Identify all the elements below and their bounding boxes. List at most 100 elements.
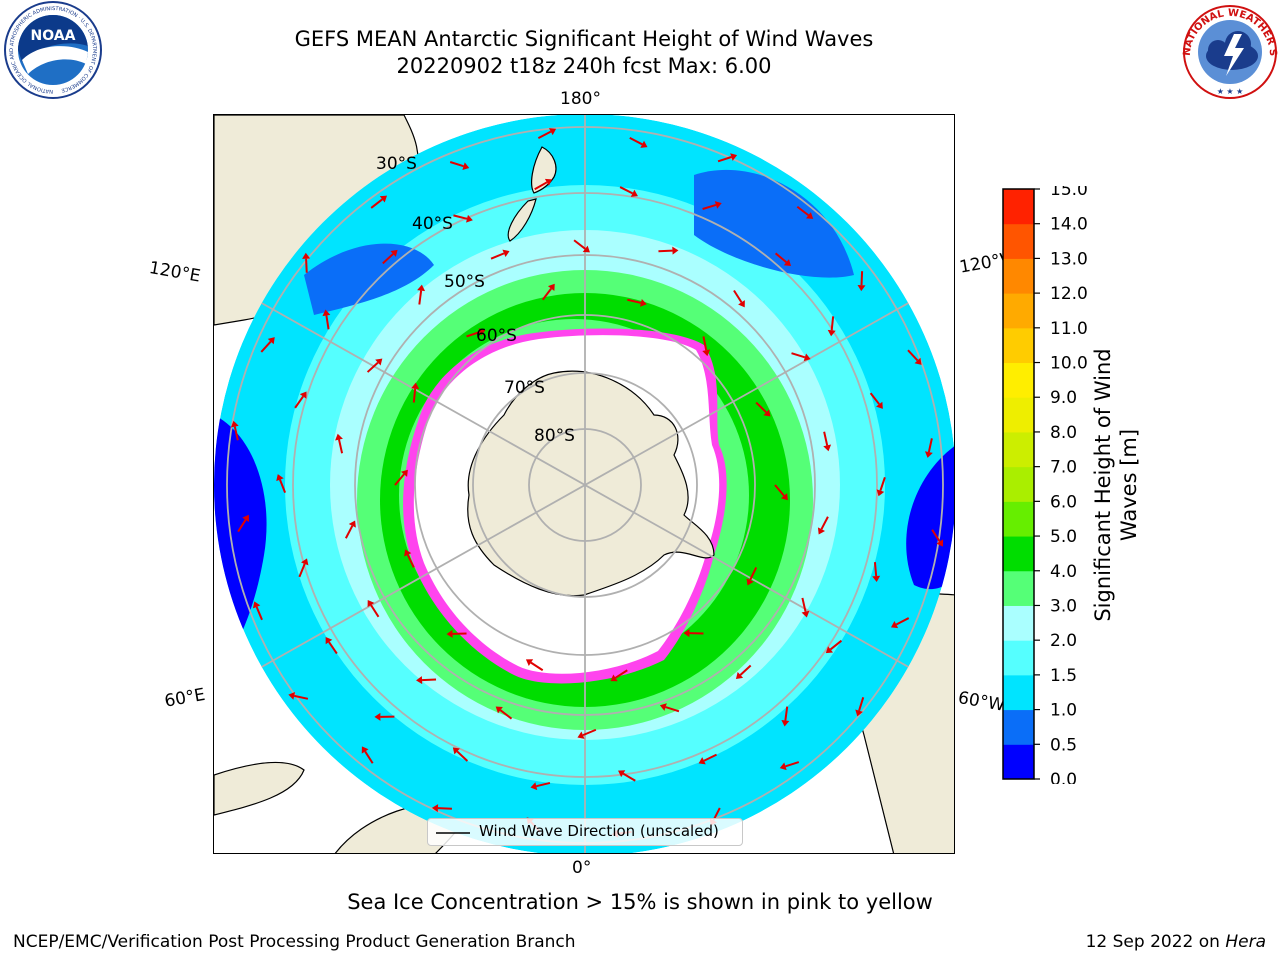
colorbar-swatches xyxy=(1003,189,1034,780)
colorbar-tick-label: 8.0 xyxy=(1050,423,1077,443)
colorbar-swatch xyxy=(1003,397,1034,433)
wave-direction-arrow xyxy=(344,525,354,539)
arrow-head-icon xyxy=(299,391,307,399)
wave-direction-arrow xyxy=(619,186,634,195)
wave-direction-arrow xyxy=(627,298,642,304)
lon-label-60e: 60°E xyxy=(163,684,207,712)
wave-direction-arrow xyxy=(449,161,464,168)
open-ocean-blue-ne xyxy=(694,169,854,278)
wind-wave-arrows xyxy=(230,128,944,838)
arrow-head-icon xyxy=(242,514,250,522)
arrow-head-icon xyxy=(672,246,679,255)
arrow-head-icon xyxy=(252,601,261,609)
wave-direction-arrow xyxy=(614,669,628,679)
wave-field xyxy=(214,115,954,853)
wave-direction-arrow xyxy=(774,484,785,497)
arrow-head-icon xyxy=(400,469,408,477)
arrow-head-icon xyxy=(577,731,585,739)
colorbar-tick-label: 2.0 xyxy=(1050,631,1077,651)
wave-direction-arrow xyxy=(829,639,843,651)
arrow-head-icon xyxy=(801,610,810,618)
colorbar-swatch xyxy=(1003,362,1034,398)
wave-direction-arrow xyxy=(499,709,513,720)
wave-direction-arrow xyxy=(755,401,767,414)
wave-direction-arrow xyxy=(437,807,452,810)
wave-direction-arrow xyxy=(294,395,304,409)
arrow-head-icon xyxy=(267,337,275,345)
wave-direction-arrow xyxy=(702,336,708,351)
arrow-head-icon xyxy=(702,349,711,357)
lat-label-80s: 80°S xyxy=(534,426,575,446)
wave-direction-arrow xyxy=(466,331,481,338)
arrow-head-icon xyxy=(783,259,792,267)
arrow-head-icon xyxy=(478,328,486,336)
arrow-head-icon xyxy=(446,629,453,638)
arrow-head-icon xyxy=(924,451,933,458)
arrow-head-icon xyxy=(325,637,333,645)
wave-direction-arrow xyxy=(873,562,878,577)
wave-direction-arrow xyxy=(536,781,551,788)
wave-direction-arrow xyxy=(823,431,829,446)
wave-direction-arrow xyxy=(456,750,469,762)
wave-direction-arrow xyxy=(796,205,810,217)
meridian-60e-120w xyxy=(214,264,954,706)
arrow-head-icon xyxy=(817,527,826,535)
wave-direction-arrow xyxy=(421,678,437,682)
arrow-head-icon xyxy=(698,757,706,765)
wave-direction-arrow xyxy=(895,617,910,626)
colorbar-label: Significant Height of Wind Waves [m] xyxy=(1090,325,1142,645)
colorbar-tick-label: 1.5 xyxy=(1050,666,1077,686)
wave-direction-arrow xyxy=(370,198,383,209)
colorbar-swatch xyxy=(1003,466,1034,502)
wave-direction-arrow xyxy=(931,529,941,543)
wave-direction-arrow xyxy=(907,349,919,362)
wave-direction-arrow xyxy=(279,479,287,494)
arrow-head-icon xyxy=(618,770,626,778)
open-ocean-blue-nw xyxy=(304,243,434,315)
arrow-head-icon xyxy=(230,420,239,428)
wave-direction-arrow xyxy=(328,641,338,655)
wave-direction-arrow xyxy=(582,728,597,737)
colorbar-tick-label: 1.0 xyxy=(1050,701,1077,721)
wave-direction-arrow xyxy=(237,519,247,533)
arrow-head-icon xyxy=(872,575,881,583)
colorbar-tick-label: 7.0 xyxy=(1050,458,1077,478)
colorbar-swatch xyxy=(1003,744,1034,780)
arrow-head-icon xyxy=(335,433,343,441)
arrow-head-icon xyxy=(714,201,722,209)
land-new-zealand-south xyxy=(507,198,537,242)
arrow-head-icon xyxy=(525,659,534,666)
wave-direction-arrow xyxy=(702,203,717,210)
wave-direction-arrow xyxy=(629,136,643,146)
chart-title: GEFS MEAN Antarctic Significant Height o… xyxy=(294,27,874,51)
wave-direction-arrow xyxy=(260,340,272,353)
wave-direction-arrow xyxy=(406,554,415,568)
sea-ice-note: Sea Ice Concentration > 15% is shown in … xyxy=(347,890,933,914)
colorbar-tick-label: 6.0 xyxy=(1050,492,1077,512)
run-date: 12 Sep 2022 on Hera xyxy=(1086,932,1266,952)
arrow-head-icon xyxy=(462,162,470,171)
colorbar-swatch xyxy=(1003,536,1034,572)
arrow-head-icon xyxy=(630,189,638,197)
arrow-head-icon xyxy=(530,782,538,791)
wave-direction-arrow xyxy=(858,697,865,711)
arrow-head-icon xyxy=(390,249,398,257)
arrow-head-icon xyxy=(502,249,510,258)
wave-direction-arrow xyxy=(364,750,374,764)
wave-direction-arrow xyxy=(749,567,758,581)
arrow-head-icon xyxy=(379,195,388,203)
arrow-head-icon xyxy=(763,409,771,417)
arrow-head-icon xyxy=(301,558,309,566)
colorbar-swatch xyxy=(1003,605,1034,641)
wave-direction-arrow xyxy=(869,392,880,405)
arrow-head-icon xyxy=(276,474,284,482)
arrow-head-icon xyxy=(746,578,754,586)
wave-direction-arrow xyxy=(774,252,788,263)
wave-direction-arrow xyxy=(233,426,239,441)
colorbar-tick-label: 11.0 xyxy=(1050,319,1088,339)
wave-direction-arrow xyxy=(830,316,835,331)
arrow-head-icon xyxy=(640,298,647,307)
lon-label-120e: 120°E xyxy=(147,258,202,287)
wave-direction-arrow xyxy=(537,130,552,140)
run-date-text: 12 Sep 2022 on xyxy=(1085,932,1226,952)
